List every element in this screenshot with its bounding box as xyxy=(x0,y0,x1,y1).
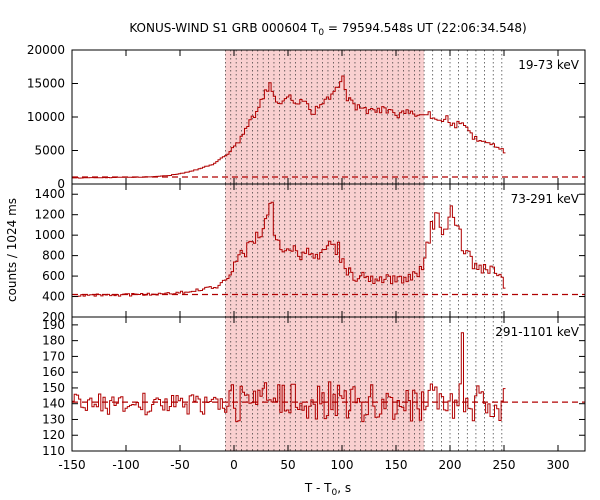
y-tick-label: 0 xyxy=(57,177,65,191)
y-tick-label: 120 xyxy=(42,428,65,442)
y-tick-label: 400 xyxy=(42,290,65,304)
y-tick-label: 180 xyxy=(42,334,65,348)
x-tick-label: 50 xyxy=(280,458,295,472)
y-tick-label: 200 xyxy=(42,310,65,324)
panel-frame xyxy=(71,316,586,452)
panel-label: 73-291 keV xyxy=(511,192,580,206)
y-tick-label: 15000 xyxy=(27,77,65,91)
panel-label: 291-1101 keV xyxy=(495,325,579,339)
x-tick-label: -100 xyxy=(112,458,139,472)
panel-1: 200 400 600 800 1000 1200 1400 73-291 keV xyxy=(34,183,586,324)
y-tick-label: 190 xyxy=(42,318,65,332)
panel-label: 19-73 keV xyxy=(518,58,580,72)
y-axis-label: counts / 1024 ms xyxy=(5,198,19,302)
y-tick-label: 110 xyxy=(42,444,65,458)
y-tick-label: 1400 xyxy=(34,187,65,201)
x-tick-label: 250 xyxy=(493,458,516,472)
x-tick-label: 0 xyxy=(230,458,238,472)
y-tick-label: 600 xyxy=(42,269,65,283)
y-tick-label: 800 xyxy=(42,249,65,263)
y-tick-label: 5000 xyxy=(34,144,65,158)
y-tick-label: 1000 xyxy=(34,228,65,242)
y-tick-label: 1200 xyxy=(34,208,65,222)
x-tick-label: 200 xyxy=(439,458,462,472)
shaded-interval xyxy=(225,184,425,317)
x-tick-label: 300 xyxy=(547,458,570,472)
shaded-interval xyxy=(225,317,425,451)
x-tick-label: -50 xyxy=(170,458,190,472)
x-tick-label: 100 xyxy=(331,458,354,472)
light-curve xyxy=(72,332,506,423)
panel-0: 0 5000 10000 15000 20000 19-73 keV xyxy=(27,43,586,191)
y-tick-label: 20000 xyxy=(27,43,65,57)
y-tick-label: 130 xyxy=(42,412,65,426)
shaded-interval xyxy=(225,50,425,184)
x-axis: -150 -100 -50 0 50 100 150 200 250 300 xyxy=(58,458,569,472)
chart-title: KONUS-WIND S1 GRB 000604 T0 = 79594.548s… xyxy=(129,21,526,38)
y-tick-label: 150 xyxy=(42,381,65,395)
y-tick-label: 170 xyxy=(42,349,65,363)
x-tick-label: 150 xyxy=(385,458,408,472)
x-tick-label: -150 xyxy=(58,458,85,472)
y-tick-label: 140 xyxy=(42,397,65,411)
y-tick-label: 10000 xyxy=(27,110,65,124)
y-tick-label: 160 xyxy=(42,365,65,379)
x-axis-label: T - T0, s xyxy=(304,481,351,498)
panels-layer: 0 5000 10000 15000 20000 19-73 keV 200 400 600 80… xyxy=(27,43,586,458)
